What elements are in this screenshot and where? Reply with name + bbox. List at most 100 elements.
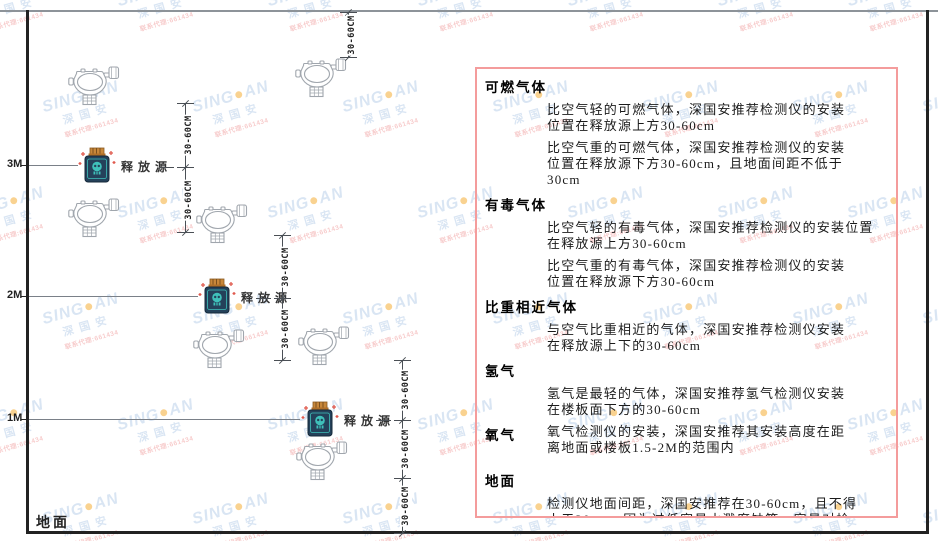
watermark-brand: SING●AN bbox=[0, 183, 46, 223]
release-source bbox=[77, 147, 117, 190]
panel-paragraph-line: 30cm bbox=[547, 172, 581, 187]
floor-line bbox=[26, 531, 929, 534]
watermark-brand: SING●AN bbox=[920, 499, 938, 529]
panel-paragraph-line: 检测仪地面间距，深国安推荐在30-60cm，且不得 bbox=[547, 496, 858, 511]
height-marker-label: 2M bbox=[7, 289, 23, 301]
watermark-agent: 联系代理:661434 bbox=[64, 117, 120, 140]
panel-section: 有毒气体 比空气轻的有毒气体，深国安推荐检测仪的安装位置 在释放源上方30-60cm… bbox=[485, 194, 886, 290]
watermark-agent: 联系代理:661434 bbox=[214, 117, 270, 140]
panel-section-heading: 可燃气体 bbox=[485, 80, 547, 95]
info-panel: 可燃气体 比空气轻的可燃气体，深国安推荐检测仪的安装 位置在释放源上方30-60cm… bbox=[475, 67, 898, 518]
watermark-agent: 联系代理:661434 bbox=[64, 329, 120, 352]
dimension-label: 30-60CM bbox=[183, 178, 195, 221]
panel-paragraph-line: 氢气是最轻的气体，深国安推荐氢气检测仪安装 bbox=[547, 386, 846, 401]
release-source-label: 释放源 bbox=[121, 160, 173, 174]
gas-detector bbox=[196, 202, 248, 249]
panel-paragraph-line: 与空气比重相近的气体，深国安推荐检测仪安装 bbox=[547, 322, 846, 337]
watermark-cn: 深国安 bbox=[361, 513, 414, 540]
left-wall-line bbox=[26, 10, 29, 534]
watermark-cn: 深国安 bbox=[361, 313, 414, 340]
dimension-label: 30-60CM bbox=[400, 428, 412, 470]
panel-section-heading: 地面 bbox=[485, 474, 516, 489]
panel-paragraph-line: 位置在释放源上方30-60cm bbox=[547, 118, 716, 133]
panel-paragraph-line: 位置在释放源下方30-60cm，且地面间距不低于 bbox=[547, 156, 844, 171]
watermark-brand: SING●AN bbox=[920, 87, 938, 117]
panel-paragraph: 比空气轻的可燃气体，深国安推荐检测仪的安装 位置在释放源上方30-60cm bbox=[547, 102, 886, 134]
height-reference-line bbox=[29, 165, 78, 166]
panel-paragraph: 比空气重的有毒气体，深国安推荐检测仪的安装 位置在释放源下方30-60cm bbox=[547, 258, 886, 290]
height-marker-label: 1M bbox=[7, 412, 23, 424]
watermark-cn: 深国安 bbox=[61, 313, 114, 340]
panel-paragraph-line: 位置在释放源下方30-60cm bbox=[547, 274, 716, 289]
panel-section-heading: 氢气 bbox=[485, 364, 516, 379]
panel-paragraph-line: 氧气检测仪的安装，深国安推荐其安装高度在距 bbox=[547, 424, 846, 439]
panel-paragraph-line: 在释放源上下的30-60cm bbox=[547, 338, 702, 353]
info-panel-content: 可燃气体 比空气轻的可燃气体，深国安推荐检测仪的安装 位置在释放源上方30-60cm… bbox=[485, 76, 886, 516]
panel-section: 地面检测仪地面间距，深国安推荐在30-60cm，且不得小于30cm，因为过低容易… bbox=[485, 470, 886, 516]
dimension-label: 30-60CM bbox=[400, 369, 412, 411]
watermark-cn: 深国安 bbox=[211, 101, 264, 128]
panel-paragraph-line: 小于30cm，因为过低容易水溅腐蚀等，容易对检 bbox=[547, 512, 886, 516]
panel-paragraph: 检测仪地面间距，深国安推荐在30-60cm，且不得小于30cm，因为过低容易水溅… bbox=[547, 496, 886, 516]
dimension-label: 30-60CM bbox=[280, 245, 292, 288]
panel-paragraph: 比空气重的可燃气体，深国安推荐检测仪的安装 位置在释放源下方30-60cm，且地面… bbox=[547, 140, 886, 188]
panel-section: 氧气 氧气检测仪的安装，深国安推荐其安装高度在距 离地面或楼板1.5-2M的范围内 bbox=[485, 424, 886, 456]
gas-detector-icon bbox=[68, 66, 120, 106]
watermark-agent: 联系代理:661434 bbox=[364, 117, 420, 140]
panel-section: 氢气氢气是最轻的气体，深国安推荐氢气检测仪安装 在楼板面下方的30-60cm bbox=[485, 360, 886, 418]
gas-detector bbox=[295, 56, 347, 103]
watermark-cn: 深国安 bbox=[211, 513, 264, 540]
panel-paragraph: 氧气检测仪的安装，深国安推荐其安装高度在距 离地面或楼板1.5-2M的范围内 bbox=[547, 424, 845, 456]
dimension-extension-line bbox=[256, 298, 271, 299]
watermark-brand: SING●AN bbox=[190, 489, 271, 529]
dimension-label: 30-60CM bbox=[183, 114, 195, 156]
panel-paragraph-line: 在释放源上方30-60cm bbox=[547, 236, 687, 251]
panel-paragraph-line: 比空气重的可燃气体，深国安推荐检测仪的安装 bbox=[547, 140, 846, 155]
dimension-label: 30-60CM bbox=[346, 13, 358, 56]
watermark-cn: 深国安 bbox=[286, 207, 339, 234]
watermark-agent: 联系代理:661434 bbox=[364, 329, 420, 352]
release-source bbox=[197, 278, 237, 321]
height-marker-label: 3M bbox=[7, 158, 23, 170]
watermark-agent: 联系代理:661434 bbox=[139, 435, 195, 458]
wall-tick bbox=[21, 419, 35, 420]
gas-detector-icon bbox=[296, 441, 348, 481]
height-reference-line bbox=[29, 296, 198, 297]
panel-paragraph-line: 在楼板面下方的30-60cm bbox=[547, 402, 702, 417]
right-wall-line bbox=[926, 10, 929, 534]
release-source-icon bbox=[198, 278, 236, 314]
watermark-brand: SING●AN bbox=[340, 289, 421, 329]
height-reference-line bbox=[29, 419, 300, 420]
watermark-agent: 联系代理:661434 bbox=[289, 223, 345, 246]
watermark-brand: SING●AN bbox=[920, 299, 938, 329]
release-source-label: 释放源 bbox=[344, 414, 396, 428]
wall-tick bbox=[21, 296, 35, 297]
panel-paragraph-line: 比空气重的有毒气体，深国安推荐检测仪的安装 bbox=[547, 258, 846, 273]
watermark-brand: SING●AN bbox=[115, 395, 196, 435]
dimension-label: 30-60CM bbox=[400, 484, 412, 527]
gas-detector-icon bbox=[295, 58, 347, 98]
dimension-label: 30-60CM bbox=[280, 308, 292, 350]
panel-paragraph: 氢气是最轻的气体，深国安推荐氢气检测仪安装 在楼板面下方的30-60cm bbox=[547, 386, 886, 418]
gas-detector bbox=[68, 64, 120, 111]
panel-paragraph-line: 离地面或楼板1.5-2M的范围内 bbox=[547, 440, 735, 455]
watermark-cn: 深国安 bbox=[61, 513, 114, 540]
panel-paragraph-line: 比空气轻的有毒气体，深国安推荐检测仪的安装位置 bbox=[547, 220, 874, 235]
dimension-extension-line bbox=[376, 420, 391, 421]
release-source bbox=[300, 401, 340, 444]
wall-tick bbox=[21, 165, 35, 166]
panel-section-heading: 有毒气体 bbox=[485, 198, 547, 213]
gas-detector bbox=[193, 327, 245, 374]
